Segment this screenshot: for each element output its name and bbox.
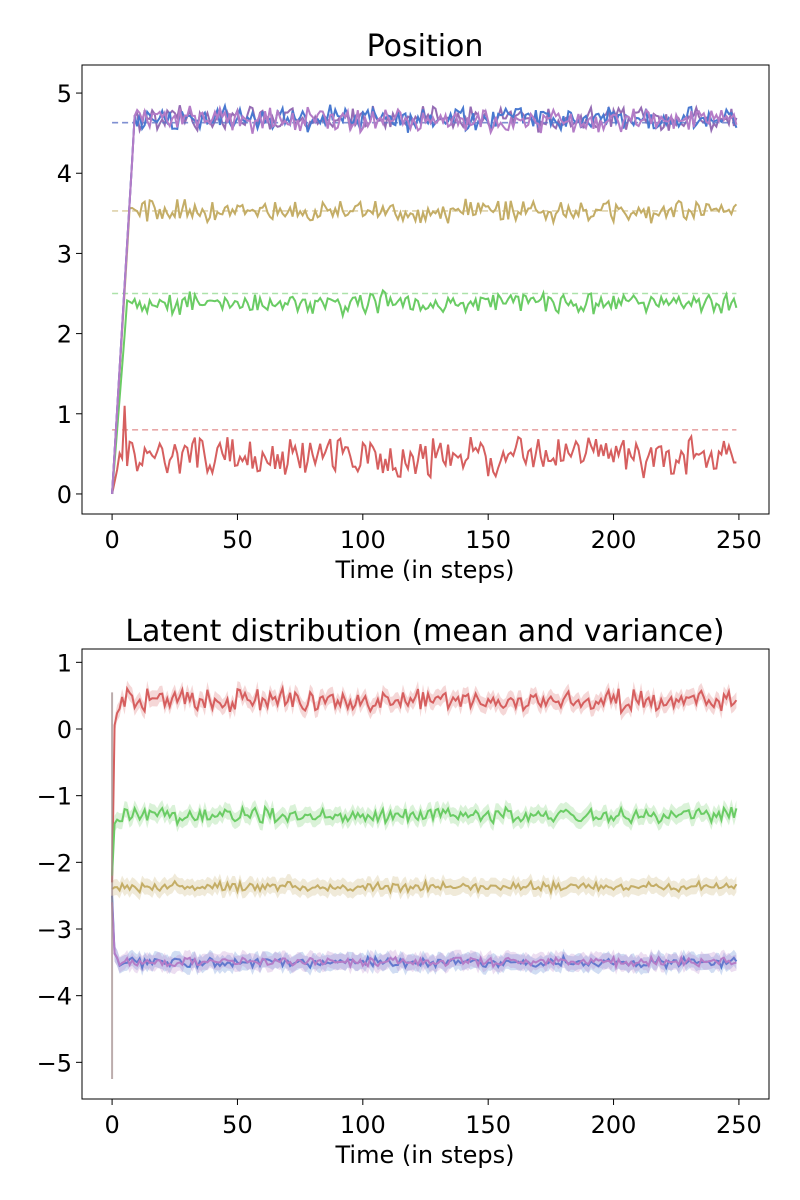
- latent-mean-series: [111, 878, 738, 896]
- x-tick-label: 250: [716, 526, 762, 554]
- y-tick-label: −1: [37, 783, 72, 811]
- y-tick-label: 4: [57, 160, 72, 188]
- latent-distribution-chart: Latent distribution (mean and variance) …: [37, 614, 770, 1169]
- latent-mean-series: [111, 895, 738, 972]
- position-series: [111, 102, 738, 495]
- x-tick-label: 0: [104, 526, 119, 554]
- y-tick-label: 2: [57, 321, 72, 349]
- position-series: [111, 103, 738, 495]
- y-tick-label: −2: [37, 849, 72, 877]
- y-tick-label: 3: [57, 240, 72, 268]
- x-tick-label: 50: [222, 1111, 253, 1139]
- variance-band: [112, 887, 737, 976]
- x-axis-label: Time (in steps): [334, 1141, 514, 1169]
- x-tick-label: 50: [222, 526, 253, 554]
- variance-band: [112, 680, 737, 891]
- variance-band: [112, 894, 737, 975]
- x-tick-label: 250: [716, 1111, 762, 1139]
- latent-mean-series: [111, 804, 738, 876]
- position-series: [111, 198, 738, 495]
- position-chart: Position 0 50 100 150 200 250 0 1 2 3 4 5 Time (in …: [57, 29, 770, 584]
- plot-frame: [81, 64, 770, 515]
- y-tick-label: −4: [37, 983, 72, 1011]
- chart-title: Position: [367, 29, 484, 64]
- position-series: [111, 288, 738, 495]
- latent-mean-series: [111, 902, 737, 971]
- y-tick-label: 0: [57, 481, 72, 509]
- x-tick-label: 150: [465, 526, 511, 554]
- plot-frame: [81, 648, 770, 1100]
- y-tick-label: 1: [57, 649, 72, 677]
- y-tick-label: 1: [57, 401, 72, 429]
- x-tick-label: 100: [340, 1111, 386, 1139]
- position-series: [111, 405, 737, 495]
- x-tick-label: 150: [465, 1111, 511, 1139]
- x-tick-label: 100: [340, 526, 386, 554]
- y-tick-label: −5: [37, 1049, 72, 1077]
- x-tick-label: 200: [591, 526, 637, 554]
- position-series: [111, 104, 738, 495]
- x-tick-label: 0: [104, 1111, 119, 1139]
- x-axis-label: Time (in steps): [334, 556, 514, 584]
- latent-mean-series: [111, 684, 738, 883]
- y-tick-label: −3: [37, 916, 72, 944]
- chart-title: Latent distribution (mean and variance): [125, 614, 724, 649]
- x-tick-label: 200: [591, 1111, 637, 1139]
- y-tick-label: 0: [57, 716, 72, 744]
- y-tick-label: 5: [57, 80, 72, 108]
